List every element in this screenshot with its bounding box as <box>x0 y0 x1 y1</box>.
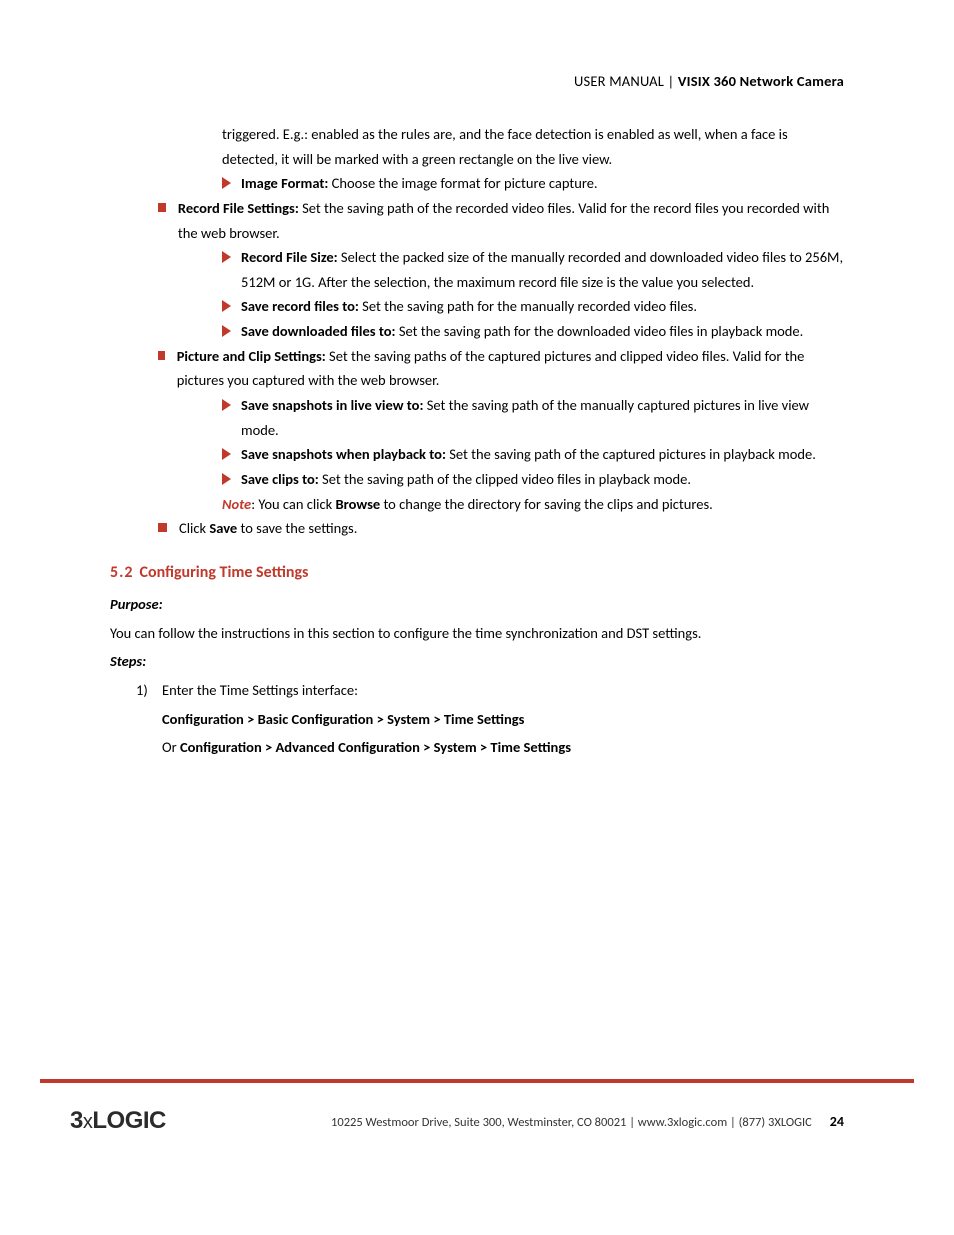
path-2-pre: Or <box>162 738 180 756</box>
square-bullet-icon <box>158 351 165 360</box>
click-save-bold: Save <box>209 519 237 537</box>
click-save-post: to save the settings. <box>237 519 357 537</box>
save-snapshots-live-label: Save snapshots in live view to: <box>241 396 423 414</box>
continuation-paragraph: triggered. E.g.: enabled as the rules ar… <box>222 122 844 171</box>
header-right: VISIX 360 Network Camera <box>678 72 844 90</box>
page-number: 24 <box>830 1113 844 1130</box>
purpose-text-line: You can follow the instructions in this … <box>110 621 844 646</box>
header-sep: | <box>664 72 678 90</box>
footer-rule <box>40 1079 914 1083</box>
save-clips-item: Save clips to: Set the saving path of th… <box>222 467 844 492</box>
triangle-bullet-icon <box>222 448 231 460</box>
square-bullet-icon <box>158 203 166 212</box>
save-snapshots-playback-item: Save snapshots when playback to: Set the… <box>222 442 844 467</box>
save-downloaded-files-item: Save downloaded files to: Set the saving… <box>222 319 844 344</box>
note-text1: : You can click <box>251 495 335 513</box>
click-save-pre: Click <box>179 519 209 537</box>
triangle-bullet-icon <box>222 399 231 411</box>
save-record-files-label: Save record files to: <box>241 297 359 315</box>
record-file-settings-item: Record File Settings: Set the saving pat… <box>158 196 844 245</box>
triangle-bullet-icon <box>222 473 231 485</box>
footer-address: 10225 Westmoor Drive, Suite 300, Westmin… <box>331 1115 812 1130</box>
triangle-bullet-icon <box>222 251 231 263</box>
purpose-label: Purpose: <box>110 595 163 613</box>
steps-label-line: Steps: <box>110 649 844 674</box>
content-body: triggered. E.g.: enabled as the rules ar… <box>110 122 844 760</box>
path-2: Configuration > Advanced Configuration >… <box>180 738 571 756</box>
step-1-line: 1)Enter the Time Settings interface: <box>136 678 844 703</box>
logo: 3xLOGIC <box>70 1107 166 1135</box>
logo-part-3: 3 <box>70 1107 83 1134</box>
save-clips-text: Set the saving path of the clipped video… <box>319 470 691 488</box>
logo-part-x: x <box>83 1111 93 1133</box>
triangle-bullet-icon <box>222 300 231 312</box>
image-format-label: Image Format: <box>241 174 328 192</box>
click-save-item: Click Save to save the settings. <box>158 516 844 541</box>
purpose-label-line: Purpose: <box>110 592 844 617</box>
path-1: Configuration > Basic Configuration > Sy… <box>162 710 524 728</box>
step-1-text: Enter the Time Settings interface: <box>162 681 358 699</box>
path-2-line: Or Configuration > Advanced Configuratio… <box>162 735 844 760</box>
page-footer: 3xLOGIC 10225 Westmoor Drive, Suite 300,… <box>0 1079 954 1135</box>
image-format-item: Image Format: Choose the image format fo… <box>222 171 844 196</box>
square-bullet-icon <box>158 523 167 532</box>
note-text2: to change the directory for saving the c… <box>380 495 713 513</box>
triangle-bullet-icon <box>222 325 231 337</box>
record-file-size-label: Record File Size: <box>241 248 338 266</box>
header-left: USER MANUAL <box>574 72 664 90</box>
section-heading: 5.2 Configuring Time Settings <box>110 559 844 586</box>
save-downloaded-files-label: Save downloaded files to: <box>241 322 396 340</box>
record-file-size-item: Record File Size: Select the packed size… <box>222 245 844 294</box>
picture-clip-label: Picture and Clip Settings: <box>177 347 326 365</box>
image-format-text: Choose the image format for picture capt… <box>328 174 597 192</box>
note-label: Note <box>222 495 251 513</box>
logo-part-logic: LOGIC <box>92 1107 166 1134</box>
note-browse: Browse <box>336 495 381 513</box>
save-snapshots-playback-label: Save snapshots when playback to: <box>241 445 446 463</box>
step-1-number: 1) <box>136 678 162 703</box>
picture-clip-settings-item: Picture and Clip Settings: Set the savin… <box>158 344 844 393</box>
steps-label: Steps: <box>110 652 146 670</box>
triangle-bullet-icon <box>222 177 231 189</box>
purpose-text: You can follow the instructions in this … <box>110 624 701 642</box>
save-snapshots-live-item: Save snapshots in live view to: Set the … <box>222 393 844 442</box>
note-line: Note: You can click Browse to change the… <box>222 492 844 517</box>
footer-text: 10225 Westmoor Drive, Suite 300, Westmin… <box>166 1113 844 1130</box>
save-downloaded-files-text: Set the saving path for the downloaded v… <box>396 322 804 340</box>
section-title: Configuring Time Settings <box>140 563 309 582</box>
save-record-files-item: Save record files to: Set the saving pat… <box>222 294 844 319</box>
path-1-line: Configuration > Basic Configuration > Sy… <box>162 707 844 732</box>
page-header: USER MANUAL | VISIX 360 Network Camera <box>110 72 844 90</box>
section-number: 5.2 <box>110 563 134 582</box>
record-file-settings-label: Record File Settings: <box>178 199 299 217</box>
save-clips-label: Save clips to: <box>241 470 319 488</box>
save-snapshots-playback-text: Set the saving path of the captured pict… <box>446 445 816 463</box>
continuation-text: triggered. E.g.: enabled as the rules ar… <box>222 125 788 168</box>
save-record-files-text: Set the saving path for the manually rec… <box>359 297 697 315</box>
